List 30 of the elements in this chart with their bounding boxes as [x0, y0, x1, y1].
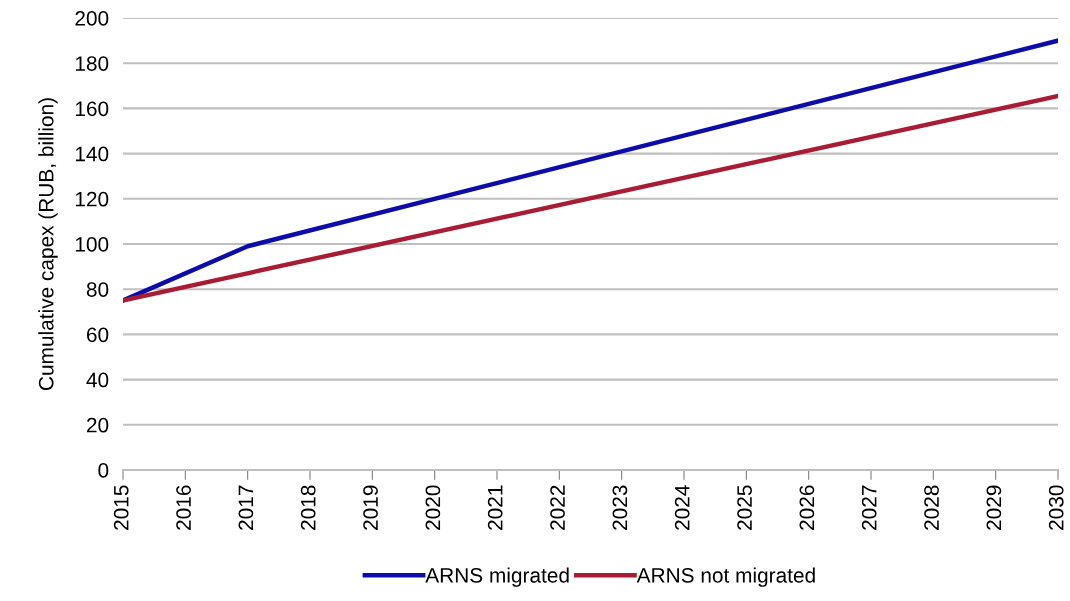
legend-label: ARNS not migrated — [636, 567, 815, 587]
legend-label: ARNS migrated — [425, 567, 569, 587]
y-tick-label: 200 — [75, 11, 109, 26]
x-tick-label: 2024 — [674, 485, 690, 530]
y-axis-title: Cumulative capex (RUB, billion) — [38, 98, 58, 390]
x-tick-label: 2027 — [861, 485, 877, 530]
y-tick-label: 0 — [98, 463, 109, 478]
x-tick-label: 2016 — [176, 485, 191, 530]
x-tick-label: 2019 — [363, 485, 378, 530]
x-tick-label: 2021 — [487, 485, 503, 530]
y-tick-label: 40 — [86, 372, 109, 388]
x-tick-label: 2025 — [737, 485, 752, 530]
x-tick-label: 2018 — [300, 485, 316, 530]
y-tick-label: 20 — [86, 417, 109, 433]
y-tick-label: 180 — [75, 56, 109, 71]
y-tick-label: 80 — [86, 282, 109, 297]
x-tick-label: 2015 — [113, 485, 129, 530]
x-tick-label: 2029 — [986, 485, 1002, 530]
x-tick-label: 2017 — [238, 485, 254, 530]
y-tick-label: 120 — [75, 191, 109, 207]
x-tick-label: 2023 — [612, 485, 628, 530]
x-tick-label: 2026 — [799, 485, 815, 530]
y-tick-label: 60 — [87, 327, 109, 343]
x-tick-label: 2020 — [425, 485, 441, 530]
y-tick-label: 140 — [75, 146, 109, 162]
x-tick-label: 2030 — [1048, 485, 1064, 530]
x-tick-label: 2028 — [924, 485, 939, 530]
y-tick-label: 160 — [75, 101, 109, 117]
y-tick-label: 100 — [75, 237, 109, 252]
x-tick-label: 2022 — [550, 485, 565, 530]
